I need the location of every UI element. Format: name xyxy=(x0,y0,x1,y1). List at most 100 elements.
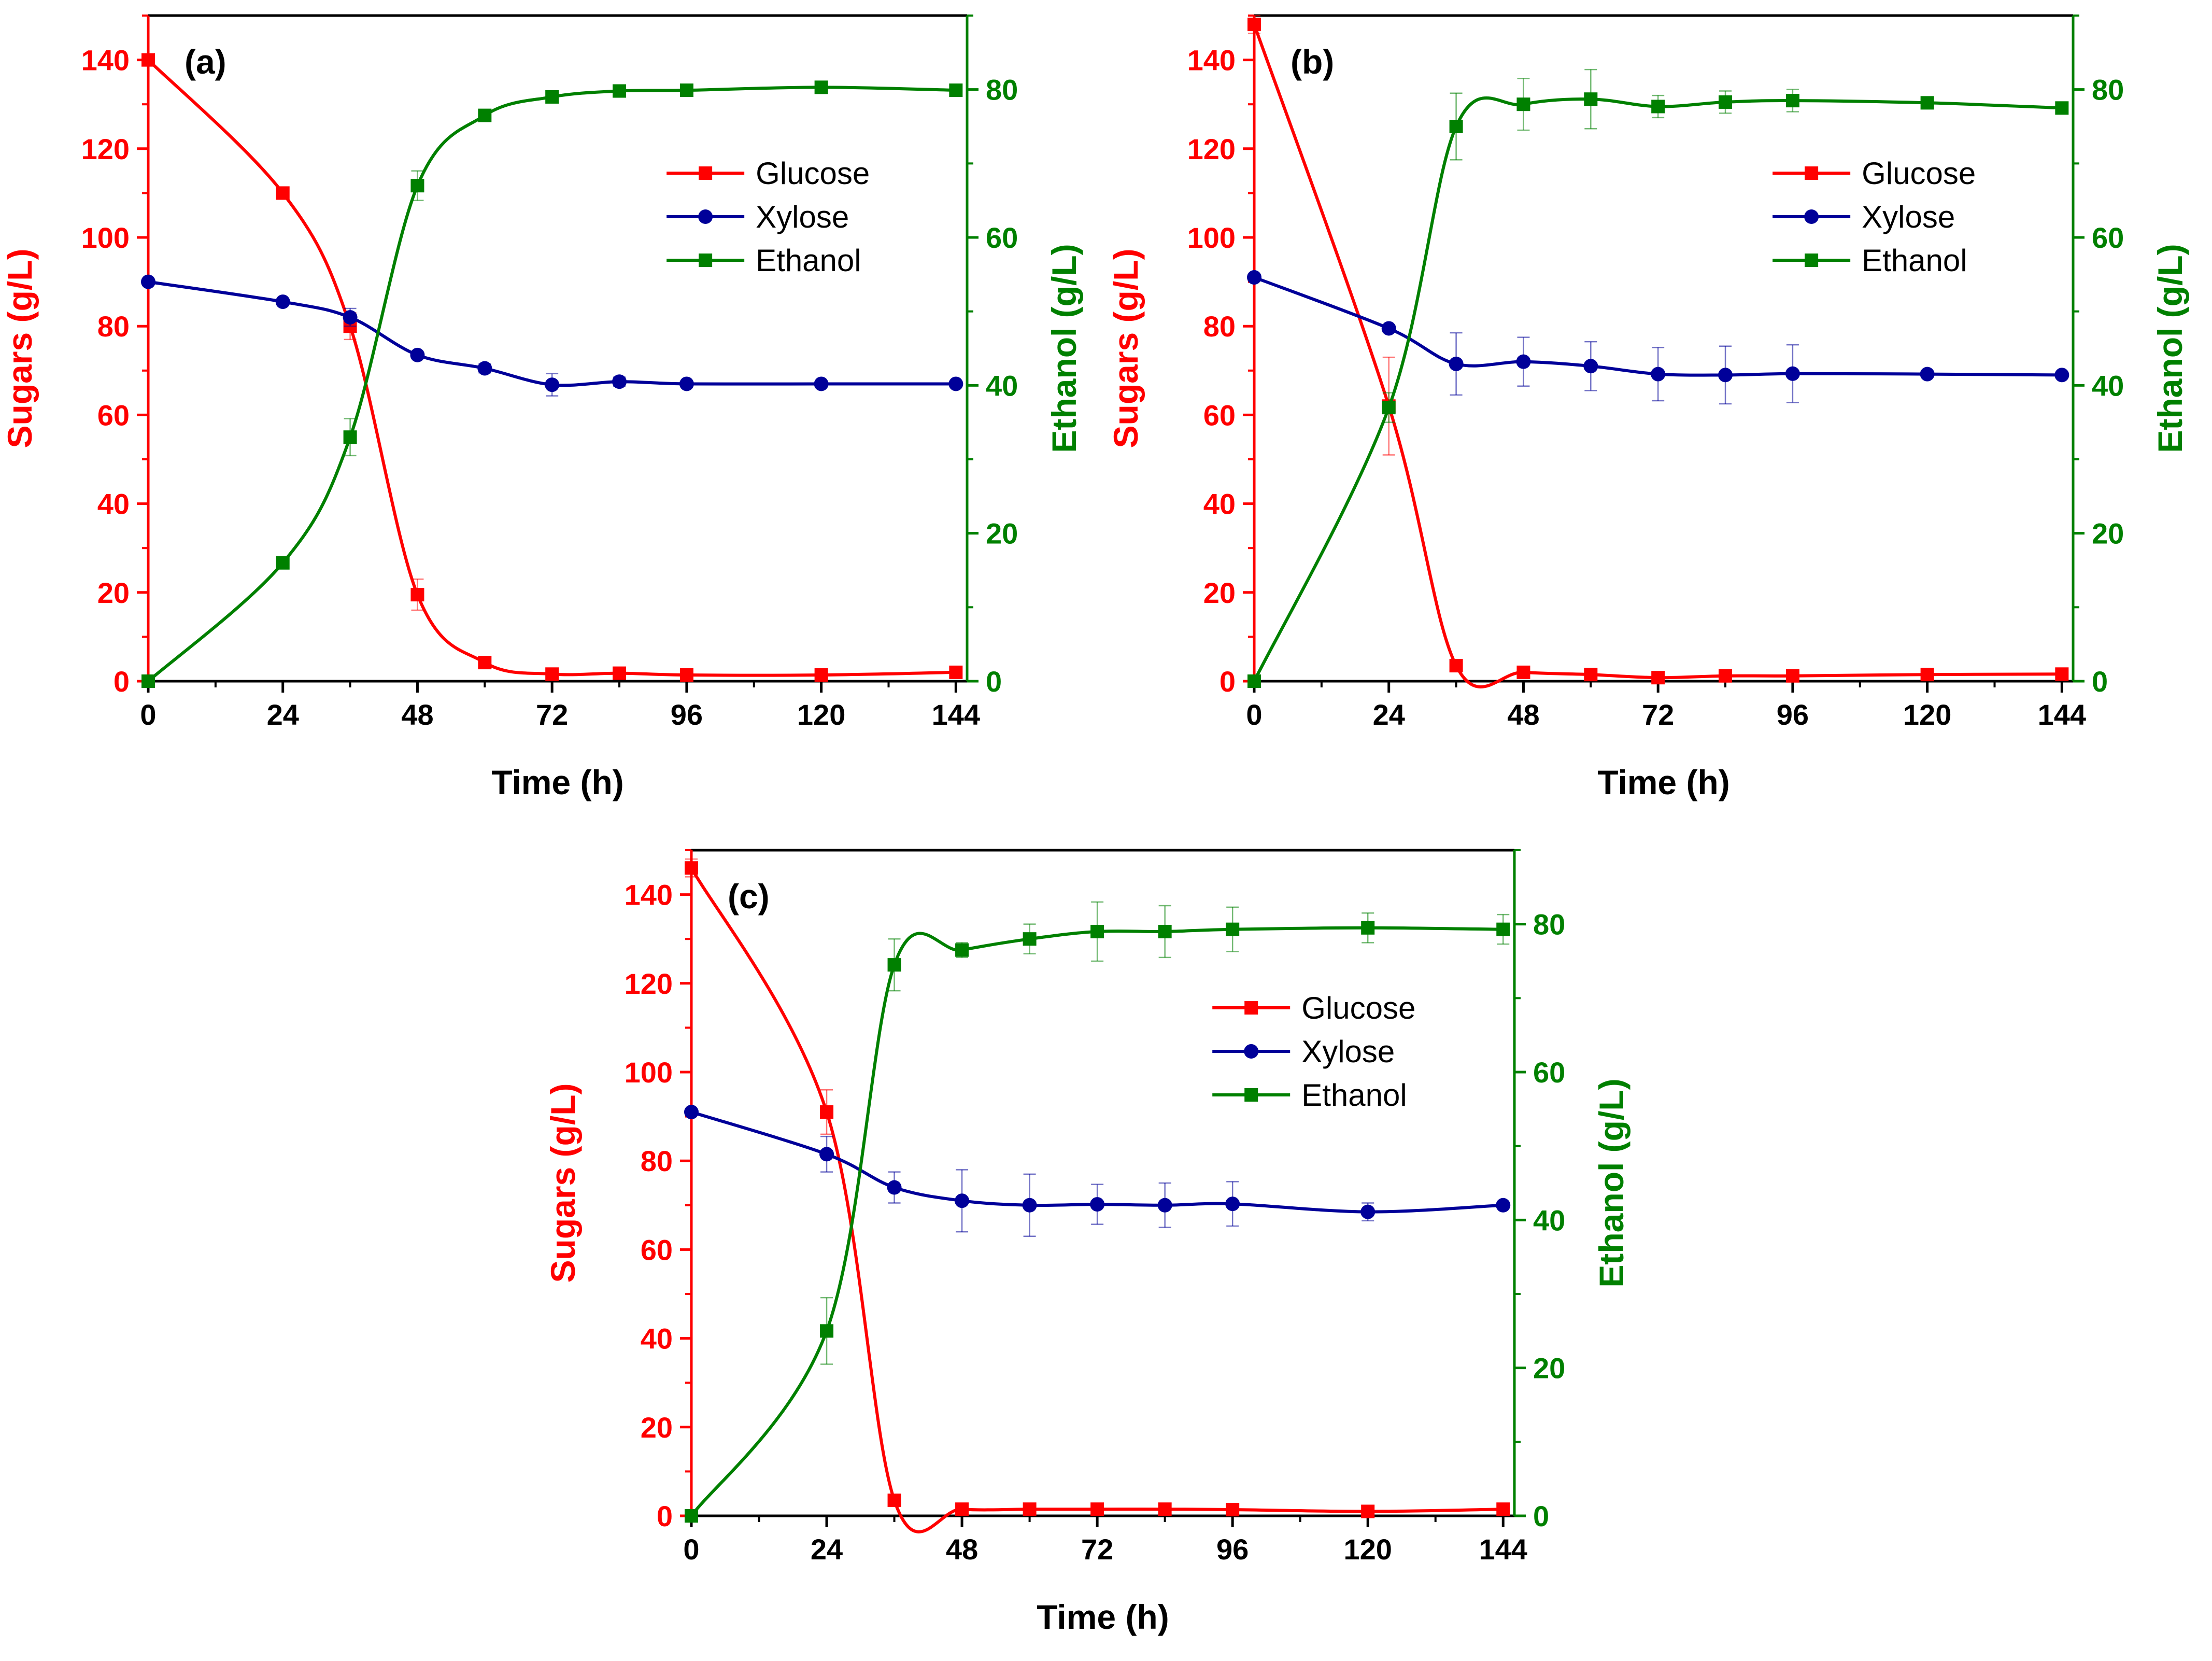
left-y-tick-label: 40 xyxy=(641,1322,673,1355)
glucose-point xyxy=(1247,18,1261,32)
legend-xylose-label: Xylose xyxy=(1862,200,1955,234)
xylose-point xyxy=(684,1105,699,1120)
glucose-point xyxy=(1516,665,1530,679)
legend-ethanol-label: Ethanol xyxy=(1301,1078,1407,1113)
glucose-point xyxy=(1226,1503,1240,1517)
ethanol-point xyxy=(613,84,627,98)
ethanol-point xyxy=(1651,100,1665,114)
legend-glucose-label: Glucose xyxy=(1301,991,1415,1025)
xylose-point xyxy=(948,376,963,391)
glucose-point xyxy=(814,668,828,682)
glucose-point xyxy=(1496,1502,1510,1516)
glucose-point xyxy=(949,665,963,679)
right-y-tick-label: 80 xyxy=(2092,74,2124,106)
ethanol-point xyxy=(1090,924,1104,938)
right-y-tick-label: 0 xyxy=(986,665,1002,698)
right-y-tick-label: 80 xyxy=(986,74,1018,106)
ethanol-point xyxy=(1496,922,1510,936)
ethanol-series xyxy=(685,901,1510,1523)
ethanol-point xyxy=(343,430,357,444)
x-tick-label: 144 xyxy=(2038,698,2086,731)
legend-ethanol-label: Ethanol xyxy=(756,243,861,278)
ethanol-point xyxy=(1584,92,1598,106)
glucose-point xyxy=(1584,668,1598,682)
x-tick-label: 144 xyxy=(1479,1533,1527,1566)
x-tick-label: 72 xyxy=(1642,698,1674,731)
ethanol-point xyxy=(1516,97,1530,111)
ethanol-point xyxy=(276,556,290,570)
chart-panel-b: 0 24 48 72 96 120 1440204060801001201400204060… xyxy=(1107,14,2189,801)
right-y-axis-label: Ethanol (g/L) xyxy=(2151,244,2189,453)
xylose-point xyxy=(1718,368,1733,383)
left-y-axis-label: Sugars (g/L) xyxy=(1107,248,1145,448)
x-tick-label: 0 xyxy=(683,1533,699,1566)
right-y-tick-label: 20 xyxy=(1533,1352,1565,1385)
xylose-line xyxy=(1253,276,2062,377)
chart-panel-c: 0 24 48 72 96 120 1440204060801001201400204060… xyxy=(544,849,1630,1636)
xylose-point xyxy=(1583,359,1598,374)
glucose-point xyxy=(820,1105,834,1119)
ethanol-point xyxy=(820,1324,834,1338)
legend-glucose-marker xyxy=(1244,1001,1258,1015)
left-y-tick-label: 140 xyxy=(1187,44,1236,77)
legend-ethanol-marker xyxy=(1805,254,1819,267)
glucose-point xyxy=(141,53,155,67)
x-tick-label: 0 xyxy=(140,698,156,731)
legend: Glucose Xylose Ethanol xyxy=(1212,991,1415,1113)
ethanol-point xyxy=(410,179,424,193)
chart-panel-a: 0 24 48 72 96 120 1440204060801001201400204060… xyxy=(1,14,1083,801)
glucose-point xyxy=(410,588,424,602)
glucose-point xyxy=(276,186,290,200)
xylose-point xyxy=(410,347,425,362)
ethanol-point xyxy=(1226,922,1240,936)
xylose-point xyxy=(679,376,694,391)
x-tick-label: 48 xyxy=(401,698,433,731)
glucose-line xyxy=(690,867,1504,1533)
left-y-tick-label: 0 xyxy=(657,1500,673,1532)
left-y-tick-label: 100 xyxy=(81,221,130,254)
legend-xylose-marker xyxy=(698,209,713,224)
ethanol-point xyxy=(141,674,155,688)
left-y-axis-label: Sugars (g/L) xyxy=(1,248,39,448)
xylose-point xyxy=(887,1180,902,1195)
xylose-point xyxy=(477,361,492,376)
xylose-point xyxy=(1651,367,1666,382)
x-tick-label: 120 xyxy=(797,698,845,731)
ethanol-point xyxy=(1361,921,1375,935)
ethanol-point xyxy=(887,958,901,972)
glucose-point xyxy=(1361,1504,1375,1518)
right-y-tick-label: 60 xyxy=(1533,1056,1565,1089)
legend-glucose-marker xyxy=(699,166,713,180)
ethanol-point xyxy=(814,80,828,94)
glucose-series xyxy=(685,858,1510,1533)
left-y-tick-label: 140 xyxy=(625,879,673,911)
left-y-tick-label: 20 xyxy=(641,1411,673,1444)
x-tick-label: 0 xyxy=(1246,698,1262,731)
x-tick-label: 24 xyxy=(811,1533,843,1566)
x-tick-label: 72 xyxy=(536,698,568,731)
left-y-tick-label: 120 xyxy=(625,967,673,1000)
xylose-series xyxy=(684,1105,1511,1237)
ethanol-point xyxy=(685,1509,698,1523)
x-tick-label: 120 xyxy=(1903,698,1951,731)
left-y-tick-label: 60 xyxy=(641,1233,673,1266)
xylose-point xyxy=(343,310,358,325)
xylose-point xyxy=(955,1193,970,1208)
xylose-point xyxy=(1247,270,1261,285)
xylose-point xyxy=(1496,1198,1511,1213)
xylose-series xyxy=(141,274,963,397)
legend-ethanol-marker xyxy=(699,254,713,267)
glucose-point xyxy=(955,1502,969,1516)
ethanol-point xyxy=(955,943,969,957)
left-y-tick-label: 100 xyxy=(1187,221,1236,254)
glucose-point xyxy=(1920,668,1934,682)
ethanol-point xyxy=(1023,932,1037,946)
right-y-tick-label: 0 xyxy=(2092,665,2108,698)
glucose-point xyxy=(1651,671,1665,685)
left-y-tick-label: 0 xyxy=(114,665,130,698)
xylose-point xyxy=(275,294,290,309)
x-tick-label: 24 xyxy=(267,698,299,731)
legend-glucose-label: Glucose xyxy=(1862,156,1976,191)
legend-xylose-marker xyxy=(1804,209,1819,224)
